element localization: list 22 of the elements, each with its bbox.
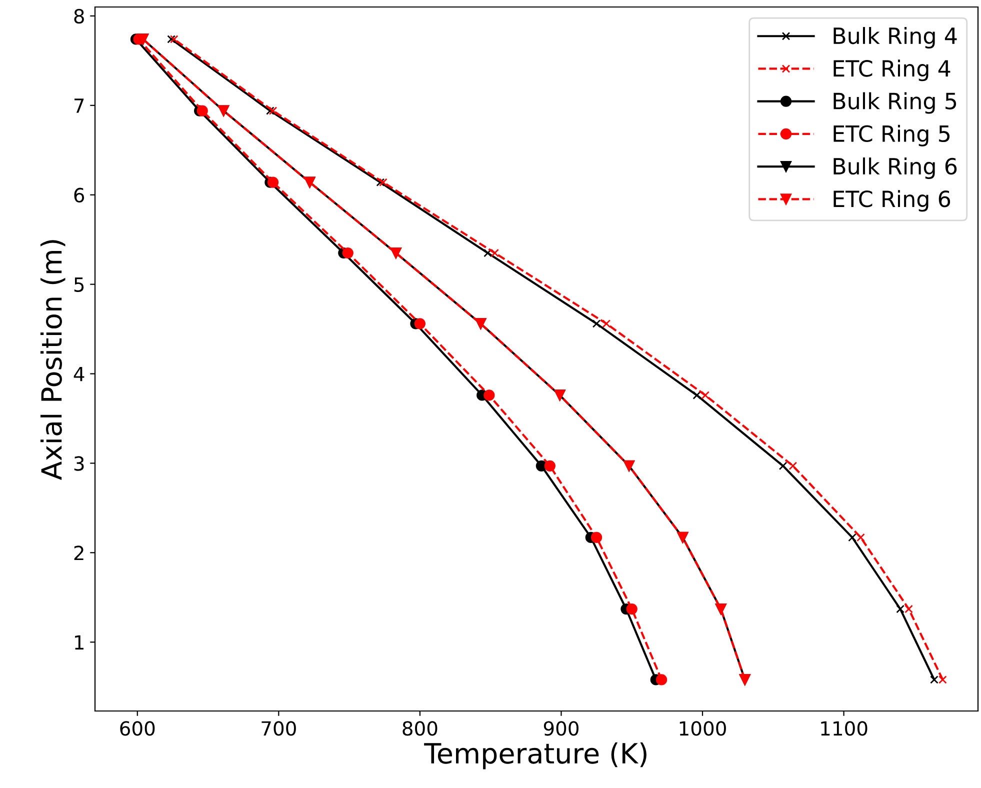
legend-label: ETC Ring 6 bbox=[834, 190, 950, 212]
legend-label: Bulk Ring 5 bbox=[834, 92, 956, 114]
legend-label: ETC Ring 5 bbox=[834, 124, 950, 146]
x-tick-label: 700 bbox=[262, 721, 296, 736]
x-tick-label: 600 bbox=[120, 721, 155, 736]
x-tick-label: 900 bbox=[544, 721, 578, 736]
y-tick-label: 4 bbox=[74, 366, 84, 382]
y-tick-label: 1 bbox=[75, 635, 84, 650]
y-tick-label: 7 bbox=[74, 98, 84, 113]
x-tick-label: 800 bbox=[402, 721, 438, 736]
y-tick-label: 8 bbox=[74, 8, 84, 24]
y-tick-label: 6 bbox=[74, 188, 84, 203]
y-tick-label: 5 bbox=[74, 278, 84, 292]
legend-label: Bulk Ring 6 bbox=[834, 157, 957, 179]
x-tick-label: 1000 bbox=[680, 721, 726, 736]
legend-label: Bulk Ring 4 bbox=[834, 27, 957, 49]
y-tick-label: 2 bbox=[74, 546, 84, 560]
legend-label: ETC Ring 4 bbox=[834, 60, 950, 82]
y-axis-title: Axial Position (m) bbox=[40, 240, 66, 480]
y-tick-label: 3 bbox=[74, 456, 84, 471]
x-axis-title: Temperature (K) bbox=[424, 742, 646, 770]
x-tick-label: 1100 bbox=[821, 721, 868, 736]
